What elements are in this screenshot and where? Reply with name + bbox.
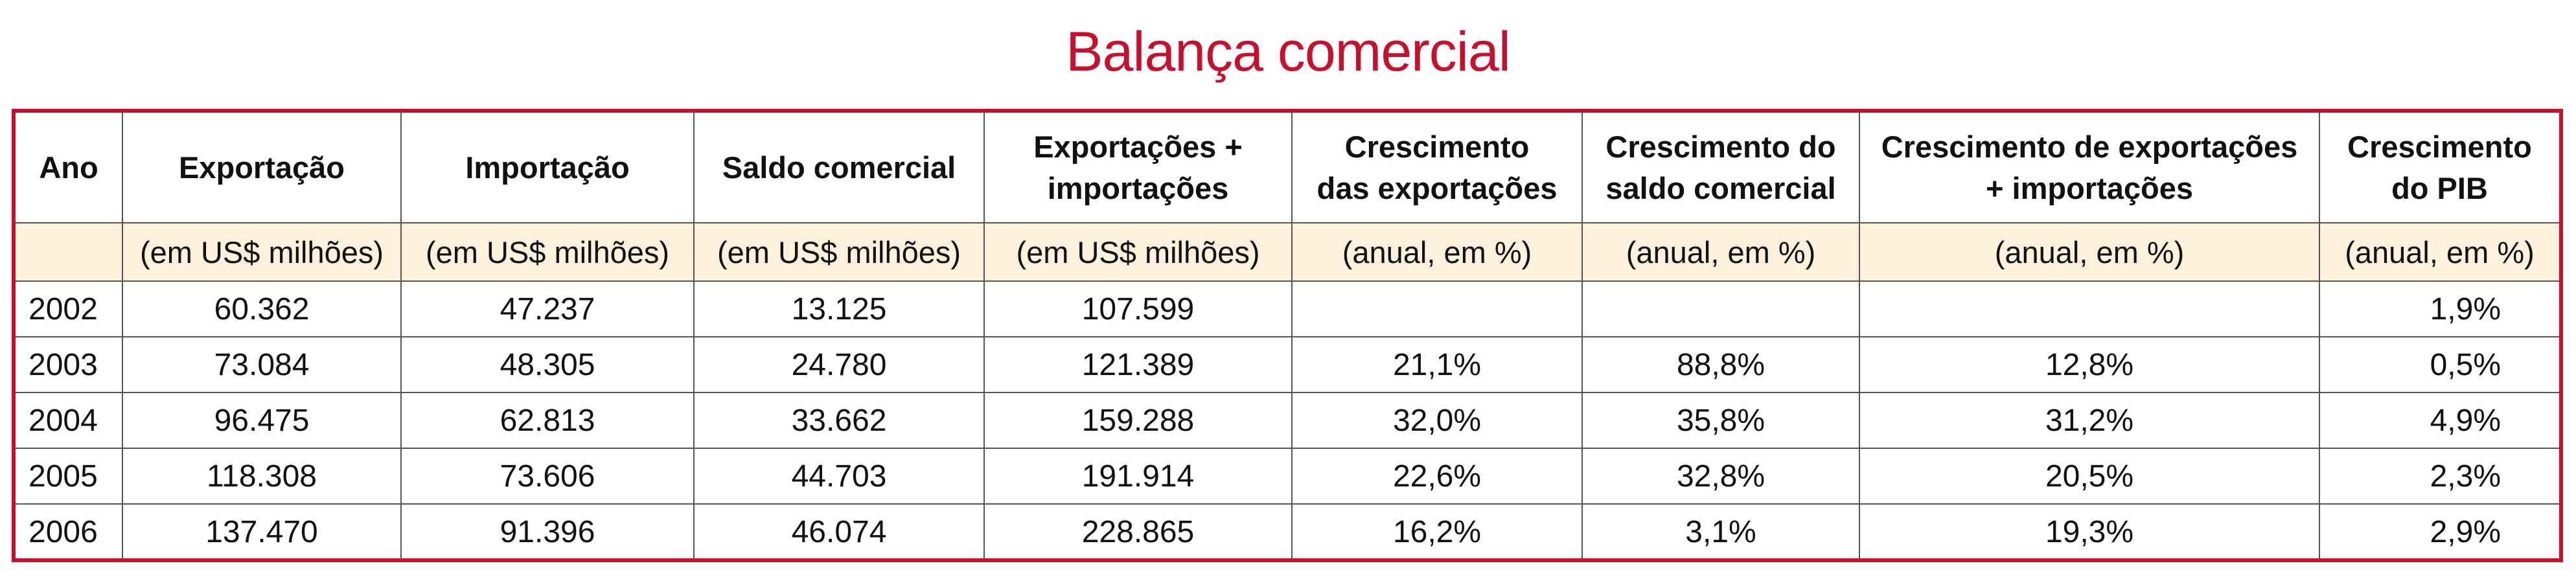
column-unit-cresc_exp_imp: (anual, em %) <box>1859 222 2320 282</box>
table-cell-cresc_exp: 32,0% <box>1291 392 1583 449</box>
table-cell-saldo: 44.703 <box>693 448 985 505</box>
table-cell-cresc_saldo: 32,8% <box>1581 448 1860 505</box>
column-unit-exp_imp: (em US$ milhões) <box>983 222 1293 282</box>
column-header-cresc_exp_imp: Crescimento de exportações + importações <box>1859 113 2320 223</box>
column-header-importacao: Importação <box>400 113 695 223</box>
table-cell-cresc_exp_imp: 12,8% <box>1859 336 2320 393</box>
column-unit-cresc_exp: (anual, em %) <box>1291 222 1583 282</box>
table-cell-importacao: 47.237 <box>400 280 695 337</box>
table-cell-importacao: 91.396 <box>400 503 695 558</box>
table-cell-exp_imp: 228.865 <box>983 503 1293 558</box>
trade-balance-table-frame: Ano Exportação Importação Saldo comercial Ex… <box>12 109 2563 562</box>
column-unit-saldo: (em US$ milhões) <box>693 222 985 282</box>
table-cell-cresc_exp_imp: 31,2% <box>1859 392 2320 449</box>
table-row: 2006 137.470 91.396 46.074 228.865 16,2% 3,1% 1… <box>16 503 2559 558</box>
column-header-exportacao: Exportação <box>122 113 402 223</box>
table-cell-saldo: 24.780 <box>693 336 985 393</box>
page-title: Balança comercial <box>1066 20 1511 83</box>
table-cell-ano: 2003 <box>16 336 123 393</box>
table-cell-exportacao: 96.475 <box>122 392 402 449</box>
table-cell-cresc_pib: 0,5% <box>2319 336 2559 393</box>
table-cell-importacao: 48.305 <box>400 336 695 393</box>
table-cell-saldo: 13.125 <box>693 280 985 337</box>
column-header-exp_imp: Exportações + importações <box>983 113 1293 223</box>
table-cell-cresc_exp: 16,2% <box>1291 503 1583 558</box>
table-row: 2003 73.084 48.305 24.780 121.389 21,1% 88,8% 1… <box>16 336 2559 393</box>
table-cell-exportacao: 118.308 <box>122 448 402 505</box>
table-cell-cresc_pib: 4,9% <box>2319 392 2559 449</box>
column-header-saldo: Saldo comercial <box>693 113 985 223</box>
table-row: 2004 96.475 62.813 33.662 159.288 32,0% 35,8% 3… <box>16 392 2559 449</box>
table-cell-cresc_pib: 1,9% <box>2319 280 2559 337</box>
table-cell-cresc_exp <box>1291 280 1583 337</box>
table-cell-ano: 2002 <box>16 280 123 337</box>
table-cell-ano: 2006 <box>16 503 123 558</box>
table-cell-exportacao: 60.362 <box>122 280 402 337</box>
header-row: Ano Exportação Importação Saldo comercial Ex… <box>16 113 2559 223</box>
column-header-cresc_exp: Crescimento das exportações <box>1291 113 1583 223</box>
table-cell-exp_imp: 159.288 <box>983 392 1293 449</box>
column-header-cresc_saldo: Crescimento do saldo comercial <box>1581 113 1860 223</box>
column-header-ano: Ano <box>16 113 123 223</box>
table-cell-cresc_exp_imp: 20,5% <box>1859 448 2320 505</box>
table-cell-cresc_exp_imp: 19,3% <box>1859 503 2320 558</box>
table-cell-exp_imp: 107.599 <box>983 280 1293 337</box>
column-unit-exportacao: (em US$ milhões) <box>122 222 402 282</box>
table-cell-cresc_pib: 2,9% <box>2319 503 2559 558</box>
table-cell-exp_imp: 121.389 <box>983 336 1293 393</box>
units-row: (em US$ milhões) (em US$ milhões) (em US$ … <box>16 222 2559 282</box>
table-cell-cresc_exp_imp <box>1859 280 2320 337</box>
column-unit-ano <box>16 222 123 282</box>
table-cell-importacao: 73.606 <box>400 448 695 505</box>
table-cell-cresc_exp: 22,6% <box>1291 448 1583 505</box>
column-unit-cresc_pib: (anual, em %) <box>2319 222 2559 282</box>
table-cell-cresc_saldo: 88,8% <box>1581 336 1860 393</box>
table-cell-ano: 2005 <box>16 448 123 505</box>
table-cell-exportacao: 73.084 <box>122 336 402 393</box>
table-cell-ano: 2004 <box>16 392 123 449</box>
table-cell-cresc_saldo <box>1581 280 1860 337</box>
table-cell-cresc_pib: 2,3% <box>2319 448 2559 505</box>
table-row: 2002 60.362 47.237 13.125 107.599 1,9% <box>16 280 2559 337</box>
table-cell-cresc_saldo: 3,1% <box>1581 503 1860 558</box>
table-cell-exp_imp: 191.914 <box>983 448 1293 505</box>
table-row: 2005 118.308 73.606 44.703 191.914 22,6% 32,8%… <box>16 448 2559 505</box>
table-cell-exportacao: 137.470 <box>122 503 402 558</box>
table-cell-saldo: 46.074 <box>693 503 985 558</box>
table-cell-saldo: 33.662 <box>693 392 985 449</box>
column-unit-cresc_saldo: (anual, em %) <box>1581 222 1860 282</box>
table-cell-importacao: 62.813 <box>400 392 695 449</box>
column-unit-importacao: (em US$ milhões) <box>400 222 695 282</box>
table-cell-cresc_saldo: 35,8% <box>1581 392 1860 449</box>
trade-balance-table: Ano Exportação Importação Saldo comercial Ex… <box>16 113 2559 558</box>
column-header-cresc_pib: Crescimento do PIB <box>2319 113 2559 223</box>
table-cell-cresc_exp: 21,1% <box>1291 336 1583 393</box>
